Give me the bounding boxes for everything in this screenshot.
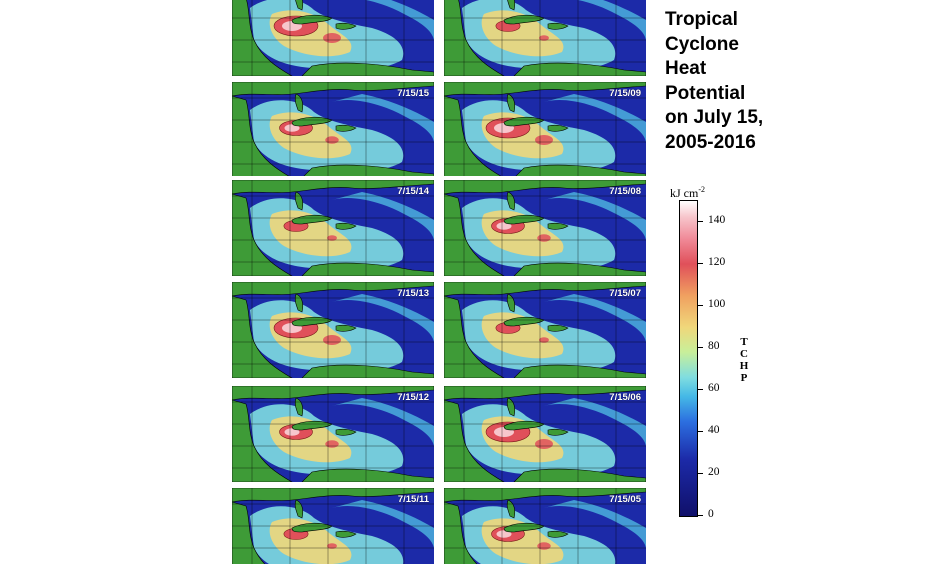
map-panel: 7/15/14 [232, 180, 434, 276]
variable-letter: T [740, 336, 748, 348]
map-panel: 7/15/12 [232, 386, 434, 482]
colorbar-tick [697, 389, 703, 390]
heat-potential-map [232, 488, 434, 564]
heat-potential-map [444, 488, 646, 564]
map-panel: 7/15/07 [444, 282, 646, 380]
variable-letter: H [739, 360, 749, 372]
colorbar-units-exponent: -2 [698, 185, 706, 194]
colorbar-tick [697, 473, 703, 474]
map-panel: 7/15/11 [232, 488, 434, 564]
colorbar-tick-label: 60 [708, 382, 720, 394]
panel-date-label: 7/15/11 [397, 494, 429, 505]
variable-letter: P [740, 372, 748, 384]
panel-date-label: 7/15/13 [397, 288, 429, 299]
colorbar-tick-label: 100 [708, 298, 726, 310]
title-line: Cyclone [665, 33, 739, 55]
colorbar-variable-label: T C H P [738, 336, 750, 384]
heat-potential-map [232, 82, 434, 176]
panel-date-label: 7/15/09 [609, 88, 641, 99]
heat-potential-map [444, 0, 646, 76]
panel-date-label: 7/15/06 [609, 392, 641, 403]
variable-letter: C [740, 348, 748, 360]
heat-potential-map [232, 386, 434, 482]
map-panel [444, 0, 646, 76]
colorbar-tick-label: 140 [708, 214, 726, 226]
colorbar-tick-label: 80 [708, 340, 720, 352]
panel-date-label: 7/15/15 [397, 88, 429, 99]
colorbar-tick [697, 431, 703, 432]
heat-potential-map [232, 282, 434, 378]
colorbar-tick [697, 263, 703, 264]
heat-potential-map [232, 0, 434, 76]
colorbar-tick-label: 0 [708, 508, 714, 520]
colorbar-units-base: kJ cm [670, 186, 699, 200]
colorbar-tick-label: 40 [708, 424, 720, 436]
colorbar-tick-label: 120 [708, 256, 726, 268]
title-line: Heat [665, 58, 707, 79]
heat-potential-map [444, 386, 646, 482]
colorbar-tick [697, 305, 703, 306]
title-line: on July 15, [665, 107, 764, 128]
map-panel: 7/15/06 [444, 386, 646, 482]
panel-date-label: 7/15/08 [609, 186, 641, 197]
map-panel: 7/15/15 [232, 82, 434, 176]
colorbar-tick-label: 20 [708, 466, 720, 478]
title-line: Potential [665, 82, 746, 104]
panel-date-label: 7/15/05 [609, 494, 641, 505]
panel-date-label: 7/15/12 [397, 392, 429, 403]
panel-date-label: 7/15/14 [397, 186, 429, 197]
map-panel: 7/15/09 [444, 82, 646, 176]
colorbar-tick [697, 221, 703, 222]
title-line: 2005-2016 [665, 131, 756, 153]
figure-title: Tropical Cyclone Heat Potential on July … [665, 8, 935, 155]
heat-potential-map [444, 180, 646, 276]
colorbar-units: kJ cm-2 [670, 185, 705, 201]
map-panel [232, 0, 434, 76]
colorbar-tick [697, 347, 703, 348]
heat-potential-map [444, 282, 646, 378]
heat-potential-map [232, 180, 434, 276]
colorbar [679, 200, 698, 517]
panel-date-label: 7/15/07 [609, 288, 641, 299]
map-panel: 7/15/08 [444, 180, 646, 276]
map-panel: 7/15/05 [444, 488, 646, 564]
title-line: Tropical [665, 9, 738, 30]
map-panel-grid: 7/15/15 7/15/09 7/15/14 7/15/08 7/15/13 7/15/… [232, 0, 648, 564]
colorbar-tick [697, 515, 703, 516]
heat-potential-map [444, 82, 646, 176]
map-panel: 7/15/13 [232, 282, 434, 380]
